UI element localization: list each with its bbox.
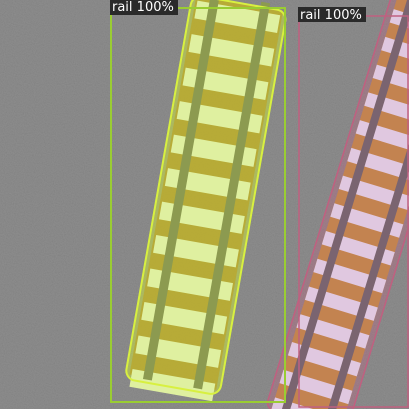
left-rail-b xyxy=(193,1,271,390)
detection-label-left: rail 100% xyxy=(112,0,174,15)
detection-box-left xyxy=(110,7,286,403)
right-ballast xyxy=(271,0,409,409)
right-rail-a xyxy=(279,0,409,409)
right-track-mask-outline xyxy=(266,0,409,409)
left-track xyxy=(125,0,287,402)
left-rail-a xyxy=(142,0,220,381)
detection-label-right: rail 100% xyxy=(300,8,362,23)
left-track-mask-outline xyxy=(125,0,287,395)
detection-label-bg-right xyxy=(298,7,366,22)
detection-label-bg-left xyxy=(110,0,178,15)
right-rail-b xyxy=(321,0,409,409)
